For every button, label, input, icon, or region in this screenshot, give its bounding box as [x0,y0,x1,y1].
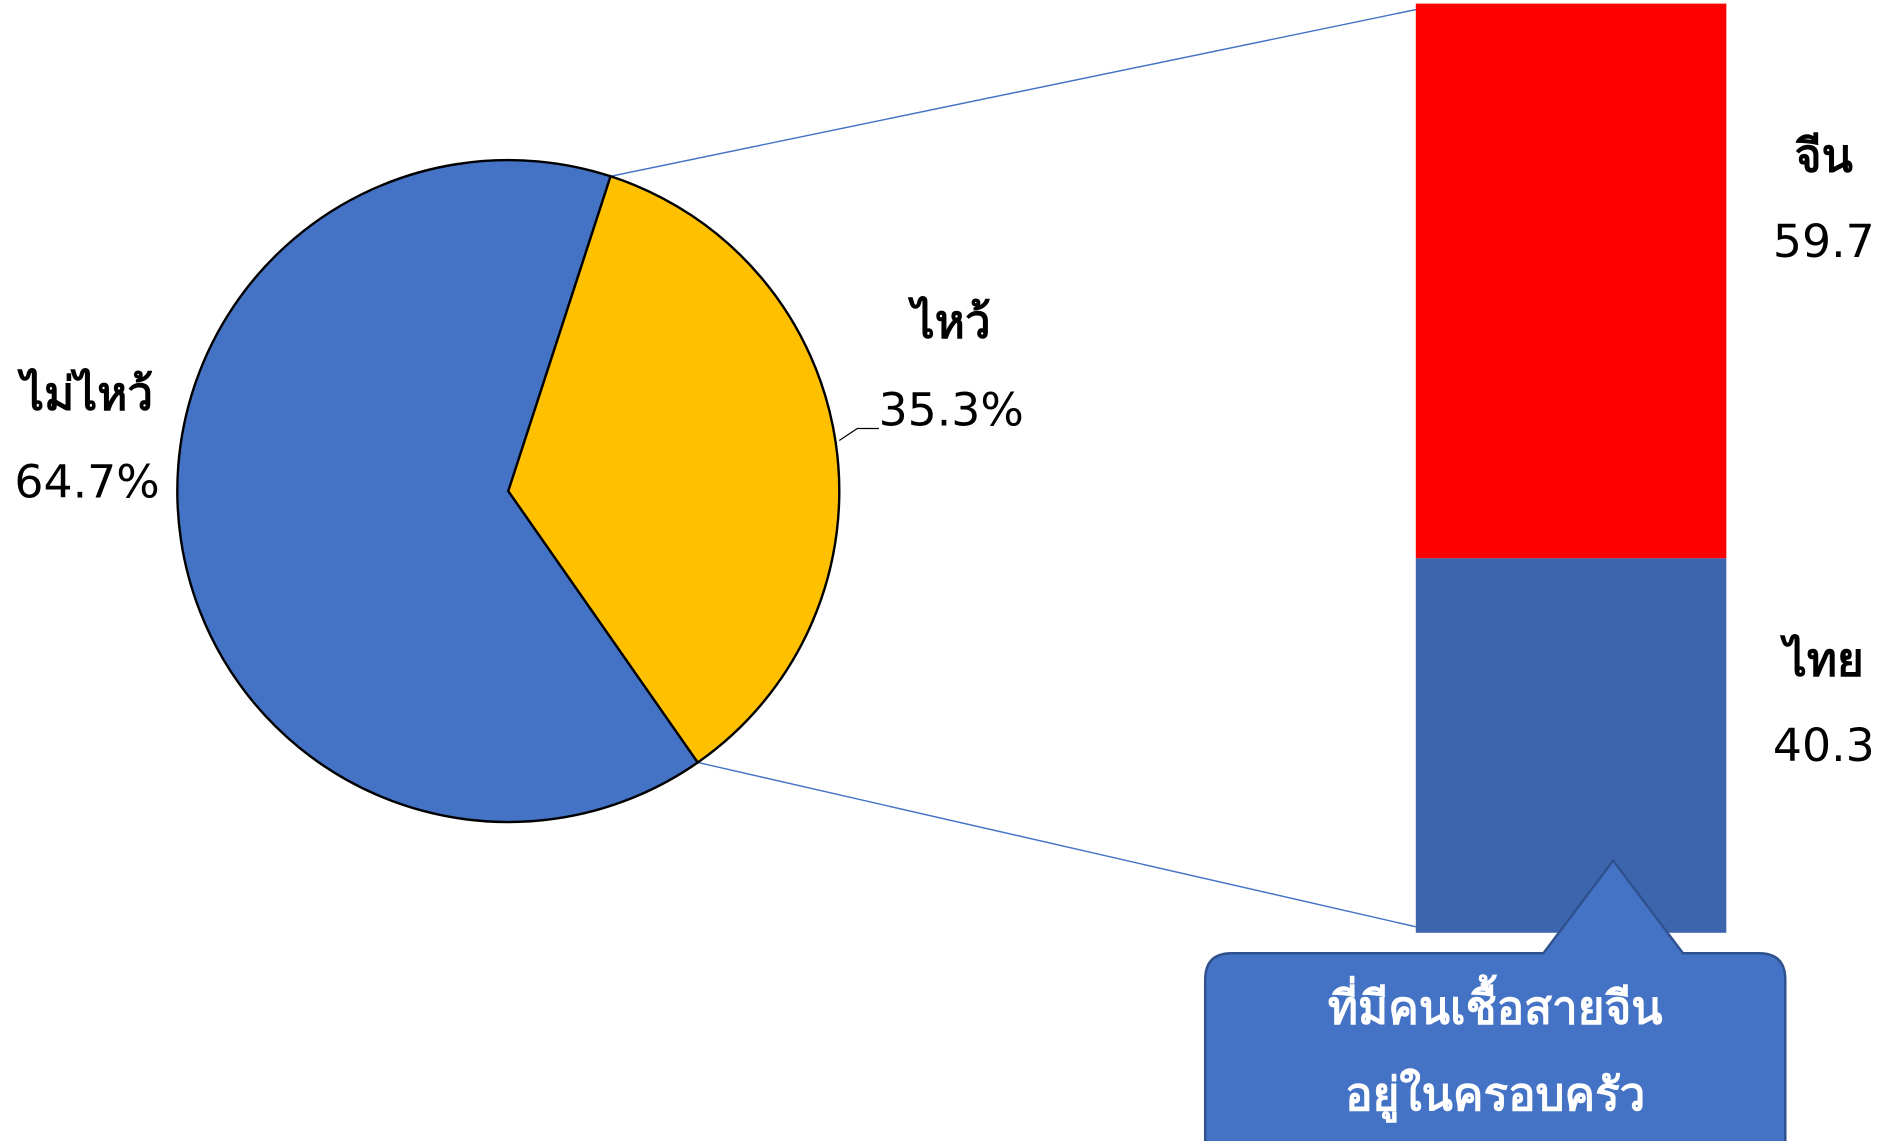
pie-slice [176,158,700,824]
callout-text: ที่มีคนเชื้อสายจีน [1328,974,1663,1035]
bar: จีน 59.7 ไทย 40.3 [1415,3,1875,933]
segment-label: ไทย [1779,634,1864,687]
slice-label: ไหว้ [907,295,991,348]
connector [697,761,1416,928]
slice-label: ไม่ไหว้ [16,368,153,421]
slice-value: 35.3% [879,383,1024,436]
slice-value: 64.7% [14,456,159,509]
segment-value: 40.3 [1773,719,1875,772]
callout-text: อยู่ในครอบครัว [1345,1067,1645,1123]
connector [610,8,1416,177]
connectors [610,8,1416,928]
pie-slice [506,174,841,765]
bar-segment [1415,558,1727,933]
leader-line [838,427,880,442]
pie: ไม่ไหว้ 64.7% ไหว้ 35.3% [14,158,1024,824]
segment-value: 59.7 [1773,215,1875,268]
segment-label: จีน [1795,129,1853,182]
callout-box [1203,858,1787,1145]
callout: ที่มีคนเชื้อสายจีนอยู่ในครอบครัว [1203,858,1787,1145]
bar-segment [1415,3,1727,559]
